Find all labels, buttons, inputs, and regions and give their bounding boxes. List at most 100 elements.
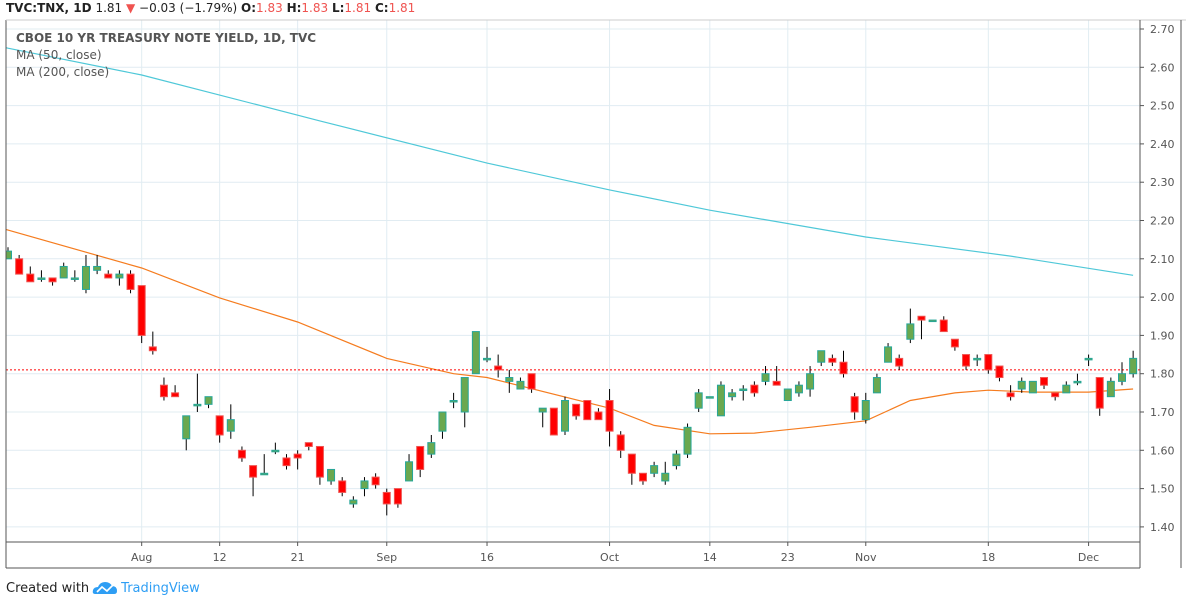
- candle-up: [471, 331, 480, 375]
- candle-up: [561, 400, 569, 432]
- candle-down: [26, 273, 35, 283]
- candle-up: [405, 461, 414, 482]
- candle-up: [193, 403, 202, 407]
- candle-down: [939, 319, 948, 333]
- candle-down: [839, 361, 848, 375]
- candle-up: [761, 373, 770, 382]
- price-change: −0.03 (−1.79%): [139, 1, 238, 15]
- candle-up: [438, 411, 447, 432]
- candle-up: [1073, 380, 1082, 384]
- y-tick-label: 1.40: [1150, 521, 1175, 534]
- candle-up: [884, 346, 893, 363]
- tradingview-link[interactable]: TradingView: [121, 580, 200, 596]
- y-tick-label: 2.30: [1150, 176, 1175, 189]
- candle-down: [104, 273, 113, 279]
- legend-ma50[interactable]: MA (50, close): [16, 48, 102, 62]
- candle-up: [1028, 380, 1037, 394]
- candle-down: [338, 480, 347, 493]
- candle-up: [427, 442, 436, 455]
- candle-down: [148, 346, 157, 352]
- candle-up: [260, 472, 269, 476]
- candle-up: [683, 426, 692, 455]
- candle-up: [449, 400, 458, 403]
- x-tick-label: Sep: [376, 551, 397, 564]
- candle-down: [304, 442, 313, 447]
- candle-up: [1118, 373, 1126, 382]
- candle-up: [906, 323, 915, 340]
- high-label: H:: [286, 1, 302, 15]
- candle-up: [505, 377, 514, 382]
- candle-down: [850, 396, 859, 413]
- candle-up: [93, 265, 102, 271]
- candle-down: [282, 457, 291, 467]
- candle-down: [962, 354, 971, 367]
- candle-down: [549, 407, 558, 436]
- candle-up: [460, 377, 469, 413]
- tradingview-cloud-icon: [92, 582, 118, 594]
- y-tick-label: 2.20: [1150, 215, 1175, 228]
- candle-up: [794, 384, 803, 394]
- open-label: O:: [241, 1, 257, 15]
- created-with-label: Created with: [6, 580, 90, 596]
- y-tick-label: 1.70: [1150, 406, 1175, 419]
- candle-up: [226, 419, 235, 432]
- candle-up: [360, 480, 369, 490]
- candle-down: [772, 380, 781, 386]
- legend-ma200[interactable]: MA (200, close): [16, 65, 110, 79]
- candle-down: [605, 400, 614, 432]
- candle-up: [1017, 380, 1026, 390]
- candle-down: [917, 315, 926, 321]
- candle-up: [806, 373, 815, 390]
- candle-up: [672, 453, 681, 467]
- candle-up: [650, 465, 659, 474]
- candle-down: [393, 488, 402, 505]
- candle-down: [527, 373, 536, 390]
- ma50-line: [6, 228, 1134, 435]
- candle-up: [694, 392, 703, 409]
- candle-up: [271, 449, 280, 453]
- high-value: 1.83: [301, 1, 329, 15]
- candle-down: [583, 400, 592, 421]
- symbol-header: TVC:TNX, 1D 1.81 ▼ −0.03 (−1.79%) O:1.83…: [6, 0, 415, 16]
- x-tick-label: Dec: [1078, 551, 1099, 564]
- y-tick-label: 1.90: [1150, 329, 1175, 342]
- x-tick-label: 23: [781, 551, 795, 564]
- candle-up: [716, 384, 725, 417]
- candle-up: [6, 250, 12, 260]
- x-tick-label: Nov: [855, 551, 877, 564]
- candle-down: [828, 357, 837, 363]
- candle-down: [1006, 392, 1015, 398]
- candle-down: [48, 277, 57, 283]
- chart-legend: CBOE 10 YR TREASURY NOTE YIELD, 1D, TVC …: [16, 30, 316, 81]
- candle-up: [872, 377, 881, 394]
- candle-down: [315, 445, 324, 478]
- candle-up: [115, 273, 124, 279]
- candle-down: [1095, 377, 1104, 409]
- candle-down: [995, 365, 1004, 379]
- candle-down: [1040, 377, 1049, 386]
- candle-down: [126, 273, 135, 290]
- x-tick-label: 16: [480, 551, 494, 564]
- y-tick-label: 2.50: [1150, 100, 1175, 113]
- y-tick-label: 1.60: [1150, 444, 1175, 457]
- candle-up: [817, 350, 826, 363]
- candle-up: [661, 472, 670, 482]
- candle-down: [494, 365, 503, 371]
- candle-down: [950, 338, 959, 348]
- candle-down: [159, 384, 168, 398]
- y-tick-label: 2.60: [1150, 61, 1175, 74]
- candle-up: [204, 396, 213, 405]
- plot-area[interactable]: [5, 47, 1141, 516]
- y-tick-label: 1.80: [1150, 368, 1175, 381]
- y-tick-label: 2.40: [1150, 138, 1175, 151]
- open-value: 1.83: [256, 1, 283, 15]
- last-price: 1.81: [95, 1, 123, 15]
- candle-down: [895, 357, 904, 367]
- candle-up: [1084, 357, 1093, 361]
- candle-down: [750, 384, 759, 394]
- symbol-label: TVC:TNX, 1D: [6, 1, 92, 15]
- candle-down: [616, 434, 625, 451]
- candle-down: [627, 453, 636, 474]
- candle-up: [1062, 384, 1071, 394]
